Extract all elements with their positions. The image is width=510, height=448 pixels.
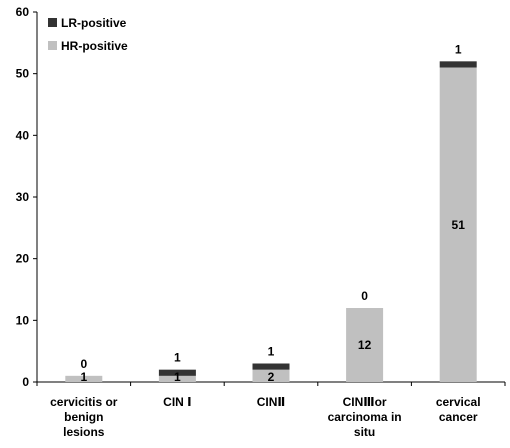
y-tick-label: 60 xyxy=(16,5,30,19)
data-label-hr-positive: 51 xyxy=(452,218,466,232)
bar-lr-positive xyxy=(158,369,196,376)
bars xyxy=(65,61,477,382)
y-tick-label: 30 xyxy=(16,190,30,204)
bar-hr-positive xyxy=(158,375,196,382)
x-category-label-line: lesions xyxy=(63,425,105,439)
bar-lr-positive xyxy=(439,61,477,68)
x-category-label-line: situ xyxy=(354,425,375,439)
bar-lr-positive xyxy=(252,363,290,370)
x-category-label: cervicitis or benign lesions xyxy=(50,395,118,439)
x-category-label-line: CINⅡ xyxy=(257,395,286,409)
data-label-lr-positive: 0 xyxy=(80,357,87,371)
legend-swatch xyxy=(48,18,57,27)
data-label-hr-positive: 2 xyxy=(268,370,275,384)
y-tick-label: 20 xyxy=(16,252,30,266)
x-category-label-line: cervical xyxy=(436,395,481,409)
data-label-lr-positive: 0 xyxy=(361,289,368,303)
data-label-lr-positive: 1 xyxy=(455,42,462,56)
x-category-label: cervical cancer xyxy=(436,395,481,424)
x-category-label: CINⅡ xyxy=(257,395,286,409)
data-label-lr-positive: 1 xyxy=(174,351,181,365)
x-category-label-line: CINⅢor xyxy=(343,395,387,409)
x-category-label-line: cancer xyxy=(439,410,478,424)
bar-hr-positive xyxy=(252,369,290,382)
data-label-hr-positive: 12 xyxy=(358,338,372,352)
legend: LR-positive HR-positive xyxy=(48,16,128,53)
legend-label: HR-positive xyxy=(61,39,128,53)
y-tick-label: 0 xyxy=(22,375,29,389)
data-label-hr-positive: 1 xyxy=(174,370,181,384)
x-category-label-line: benign xyxy=(64,410,103,424)
x-category-label-line: cervicitis or xyxy=(50,395,118,409)
legend-swatch xyxy=(48,41,57,50)
x-category-label: CINⅢor carcinoma in situ xyxy=(328,395,402,439)
data-label-lr-positive: 1 xyxy=(268,345,275,359)
data-label-hr-positive: 1 xyxy=(80,370,87,384)
x-category-label-line: carcinoma in xyxy=(328,410,402,424)
bar-hr-positive xyxy=(439,67,477,382)
y-tick-label: 40 xyxy=(16,128,30,142)
y-tick-label: 50 xyxy=(16,67,30,81)
x-category-label-line: CIN Ⅰ xyxy=(163,395,191,409)
bar-hr-positive xyxy=(346,308,384,382)
bar-hr-positive xyxy=(65,375,103,382)
legend-label: LR-positive xyxy=(61,16,127,30)
x-category-label: CIN Ⅰ xyxy=(163,395,191,409)
y-tick-label: 10 xyxy=(16,313,30,327)
